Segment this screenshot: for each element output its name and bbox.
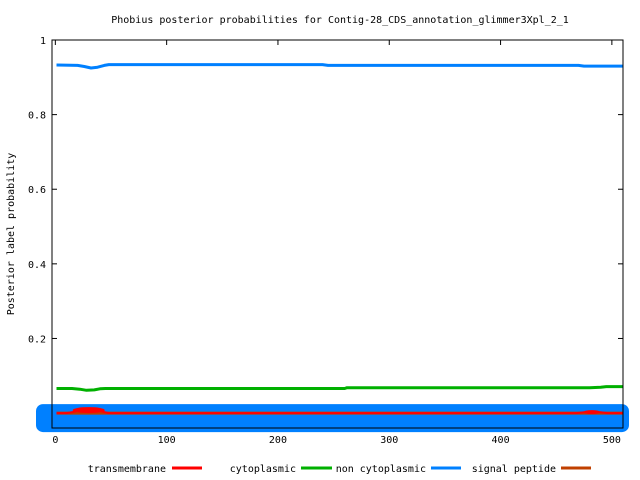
series-lines (56, 63, 623, 415)
x-tick-label: 500 (603, 435, 621, 446)
x-axis-ticks: 0 100 200 300 400 500 (52, 40, 621, 446)
legend: transmembrane cytoplasmic non cytoplasmic s… (88, 464, 591, 475)
x-tick-label: 100 (158, 435, 176, 446)
legend-label: cytoplasmic (230, 464, 296, 475)
baseline-band (36, 404, 629, 433)
legend-label: transmembrane (88, 464, 166, 475)
legend-label: non cytoplasmic (336, 464, 426, 475)
y-tick-label: 0.4 (28, 260, 46, 271)
plot-frame (51, 39, 624, 429)
series-line-non-cytoplasmic (56, 63, 623, 70)
transmembrane-peak (583, 410, 600, 415)
y-tick-label: 0.8 (28, 111, 46, 122)
y-axis-ticks: 0.2 0.4 0.6 0.8 1 (28, 36, 623, 345)
x-tick-label: 0 (52, 435, 58, 446)
x-tick-label: 300 (380, 435, 398, 446)
chart-title: Phobius posterior probabilities for Cont… (111, 15, 569, 26)
series-line-cytoplasmic (56, 385, 623, 392)
transmembrane-peak (72, 407, 105, 414)
x-tick-label: 200 (269, 435, 287, 446)
y-axis-label: Posterior label probability (6, 153, 17, 316)
y-tick-label: 0.6 (28, 185, 46, 196)
y-tick-label: 1 (40, 36, 46, 47)
x-tick-label: 400 (492, 435, 510, 446)
band-non-cytoplasmic (36, 404, 629, 433)
legend-label: signal peptide (472, 464, 556, 475)
y-tick-label: 0.2 (28, 334, 46, 345)
